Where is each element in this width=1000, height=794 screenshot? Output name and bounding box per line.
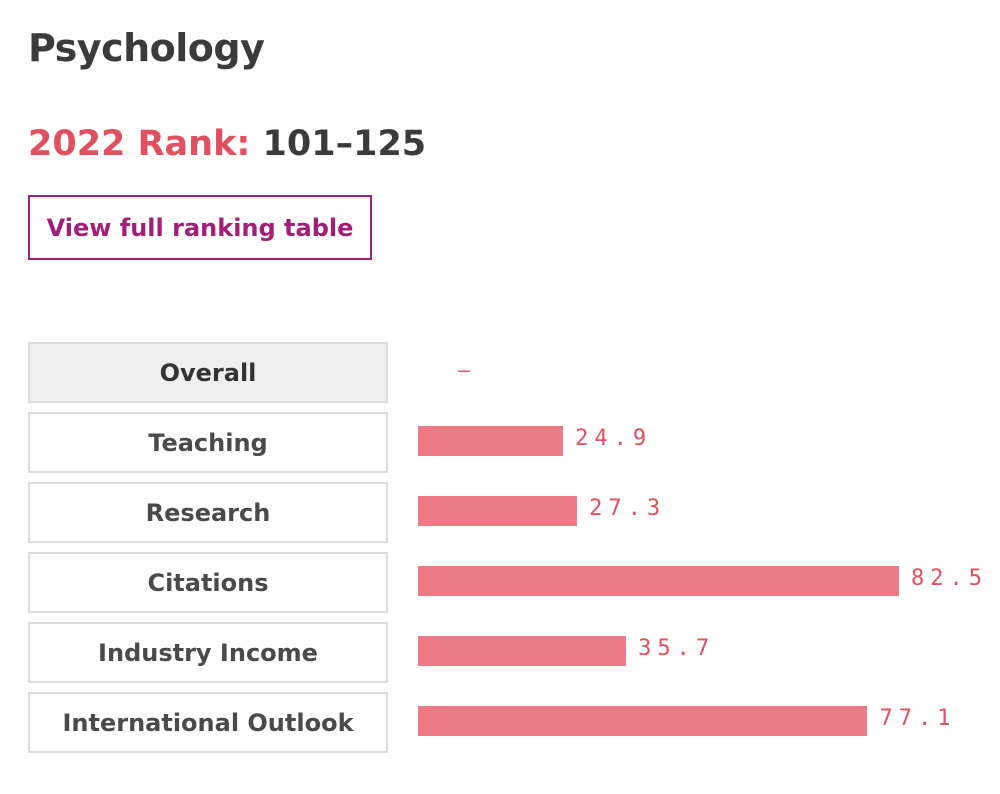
bar-research [418,496,578,526]
metric-button-citations[interactable]: Citations [28,552,388,613]
metric-button-international-outlook[interactable]: International Outlook [28,692,388,753]
bar-value-label-teaching: 24.9 [575,426,653,451]
metric-button-teaching[interactable]: Teaching [28,412,388,473]
rank-value: 101–125 [262,124,427,164]
bar-international-outlook [418,706,868,736]
bar-value-label-overall: – [458,358,471,382]
view-full-ranking-button[interactable]: View full ranking table [28,195,372,260]
bar-value-label-research: 27.3 [589,496,667,521]
rank-label: 2022 Rank: [28,124,251,164]
bar-citations [418,566,899,596]
metric-button-overall[interactable]: Overall [28,342,388,403]
metric-button-research[interactable]: Research [28,482,388,543]
subject-title: Psychology [28,26,265,70]
rank-line: 2022 Rank: 101–125 [28,124,426,164]
bar-teaching [418,426,564,456]
metric-button-industry-income[interactable]: Industry Income [28,622,388,683]
bar-value-label-industry-income: 35.7 [638,636,716,661]
bar-industry-income [418,636,627,666]
bar-value-label-citations: 82.5 [910,566,988,591]
bar-value-label-international-outlook: 77.1 [879,706,957,731]
